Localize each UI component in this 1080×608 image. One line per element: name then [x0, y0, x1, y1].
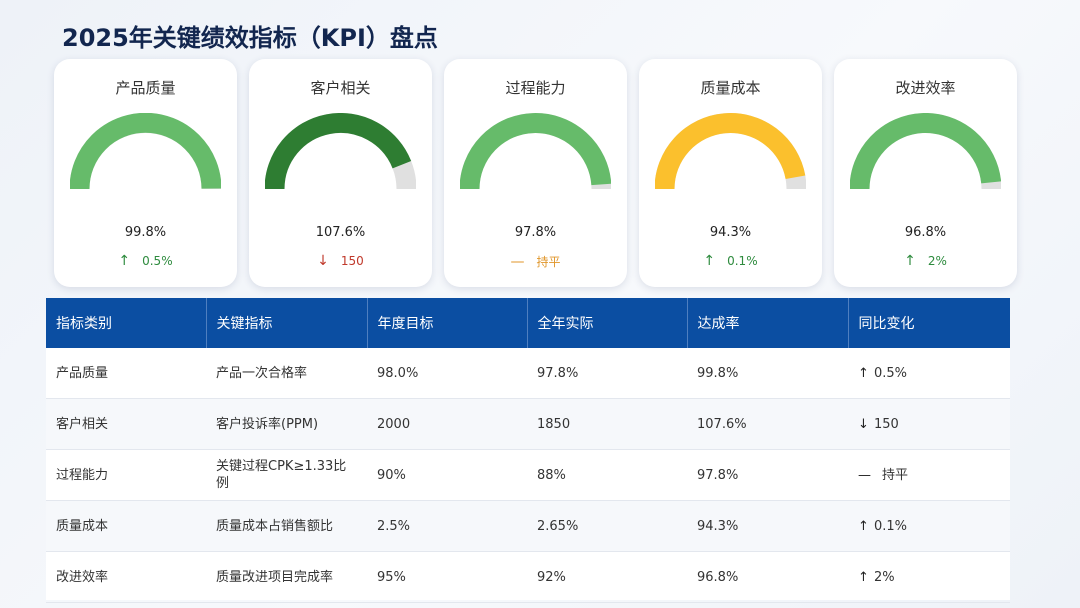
cell-actual: 1850: [527, 398, 687, 450]
change-text: 150: [874, 416, 899, 432]
kpi-card-value: 96.8%: [904, 225, 947, 240]
change-text: 持平: [882, 467, 909, 483]
cell-change: ↑ 0.1%: [848, 500, 1010, 552]
trend-down-icon: ↓: [317, 253, 329, 269]
arrow-down-icon: ↓: [858, 416, 869, 432]
cell-category: 过程能力: [46, 449, 206, 501]
arrow-up-icon: ↑: [858, 569, 869, 585]
kpi-card: 改进效率 96.8% ↑ 2%: [834, 59, 1017, 287]
cell-change: — 持平: [848, 449, 1010, 501]
gauge-chart: [265, 113, 416, 190]
cell-actual: 2.65%: [527, 500, 687, 552]
cell-metric: 产品一次合格率: [206, 348, 367, 399]
cell-category: 质量成本: [46, 500, 206, 552]
trend-up-icon: ↑: [904, 253, 916, 269]
kpi-change-value: 持平: [536, 255, 561, 269]
kpi-change-value: 0.1%: [727, 254, 758, 268]
change-text: 0.1%: [874, 518, 908, 534]
kpi-card-change: ↑ 0.5%: [54, 253, 237, 269]
cell-target: 2000: [367, 398, 527, 450]
gauge-fill: [70, 113, 221, 190]
header-cell: 关键指标: [206, 298, 368, 348]
cell-change: ↑ 2%: [848, 551, 1010, 603]
kpi-card-title: 改进效率: [895, 79, 956, 97]
change-text: 0.5%: [874, 365, 908, 381]
cell-metric: 关键过程CPK≥1.33比例: [206, 449, 367, 501]
gauge-chart: [70, 113, 221, 190]
header-cell: 达成率: [687, 298, 849, 348]
cell-rate: 107.6%: [687, 398, 848, 450]
kpi-card-change: — 持平: [444, 253, 627, 270]
kpi-card-title: 产品质量: [115, 79, 176, 97]
trend-flat-icon: —: [510, 254, 525, 270]
table-row: 质量成本 质量成本占销售额比 2.5% 2.65% 94.3% ↑ 0.1%: [46, 500, 1010, 552]
kpi-card-title: 过程能力: [505, 79, 566, 97]
header-cell: 指标类别: [46, 298, 207, 348]
cell-rate: 96.8%: [687, 551, 848, 603]
table-row: 产品质量 产品一次合格率 98.0% 97.8% 99.8% ↑ 0.5%: [46, 348, 1010, 399]
header-cell: 年度目标: [367, 298, 528, 348]
gauge-fill: [850, 113, 1001, 190]
kpi-change-value: 0.5%: [142, 254, 173, 268]
kpi-card-value: 97.8%: [514, 225, 557, 240]
table-header-row: 指标类别 关键指标 年度目标 全年实际 达成率 同比变化: [46, 298, 1010, 348]
kpi-card-value: 94.3%: [709, 225, 752, 240]
kpi-card: 质量成本 94.3% ↑ 0.1%: [639, 59, 822, 287]
cell-metric: 质量改进项目完成率: [206, 551, 367, 603]
gauge-chart: [850, 113, 1001, 190]
kpi-table: 指标类别 关键指标 年度目标 全年实际 达成率 同比变化 产品质量 产品一次合格…: [46, 298, 1010, 603]
kpi-card: 过程能力 97.8% — 持平: [444, 59, 627, 287]
cell-target: 2.5%: [367, 500, 527, 552]
cell-actual: 88%: [527, 449, 687, 501]
cell-metric: 质量成本占销售额比: [206, 500, 367, 552]
gauge-fill: [265, 113, 412, 190]
cell-rate: 94.3%: [687, 500, 848, 552]
kpi-card: 产品质量 99.8% ↑ 0.5%: [54, 59, 237, 287]
cell-actual: 97.8%: [527, 348, 687, 399]
gauge-chart: [655, 113, 806, 190]
kpi-card-title: 客户相关: [310, 79, 371, 97]
kpi-card-change: ↓ 150: [249, 253, 432, 269]
cell-target: 95%: [367, 551, 527, 603]
cell-target: 98.0%: [367, 348, 527, 399]
kpi-change-value: 2%: [927, 254, 947, 268]
dash-icon: —: [858, 467, 871, 483]
table-row: 客户相关 客户投诉率(PPM) 2000 1850 107.6% ↓ 150: [46, 398, 1010, 450]
cell-rate: 97.8%: [687, 449, 848, 501]
arrow-up-icon: ↑: [858, 518, 869, 534]
kpi-cards: 产品质量 99.8% ↑ 0.5% 客户相关 107.6% ↓ 150 过程能力 9…: [54, 59, 1017, 287]
kpi-card-title: 质量成本: [700, 79, 761, 97]
kpi-card-change: ↑ 2%: [834, 253, 1017, 269]
kpi-change-value: 150: [340, 254, 364, 268]
kpi-card-change: ↑ 0.1%: [639, 253, 822, 269]
table-row: 过程能力 关键过程CPK≥1.33比例 90% 88% 97.8% — 持平: [46, 449, 1010, 501]
cell-change: ↑ 0.5%: [848, 348, 1010, 399]
cell-target: 90%: [367, 449, 527, 501]
cell-category: 客户相关: [46, 398, 206, 450]
cell-metric: 客户投诉率(PPM): [206, 398, 367, 450]
cell-category: 产品质量: [46, 348, 206, 399]
arrow-up-icon: ↑: [858, 365, 869, 381]
cell-actual: 92%: [527, 551, 687, 603]
page-title: 2025年关键绩效指标（KPI）盘点: [62, 24, 438, 52]
change-text: 2%: [874, 569, 895, 585]
kpi-card-value: 99.8%: [124, 225, 167, 240]
cell-category: 改进效率: [46, 551, 206, 603]
kpi-card-value: 107.6%: [315, 225, 366, 240]
kpi-card: 客户相关 107.6% ↓ 150: [249, 59, 432, 287]
gauge-fill: [655, 113, 806, 190]
header-cell: 全年实际: [527, 298, 688, 348]
gauge-fill: [460, 113, 611, 190]
cell-change: ↓ 150: [848, 398, 1010, 450]
table-row: 改进效率 质量改进项目完成率 95% 92% 96.8% ↑ 2%: [46, 551, 1010, 603]
trend-up-icon: ↑: [118, 253, 131, 269]
header-cell: 同比变化: [848, 298, 1010, 348]
cell-rate: 99.8%: [687, 348, 848, 399]
gauge-chart: [460, 113, 611, 190]
trend-up-icon: ↑: [703, 253, 716, 269]
